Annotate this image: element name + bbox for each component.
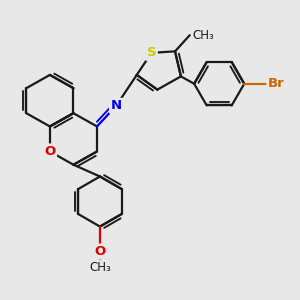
Text: S: S xyxy=(147,46,156,59)
Text: O: O xyxy=(94,245,106,258)
Text: O: O xyxy=(44,145,56,158)
Text: CH₃: CH₃ xyxy=(192,29,214,42)
Text: N: N xyxy=(111,99,122,112)
Text: CH₃: CH₃ xyxy=(89,261,111,274)
Text: Br: Br xyxy=(268,77,284,90)
